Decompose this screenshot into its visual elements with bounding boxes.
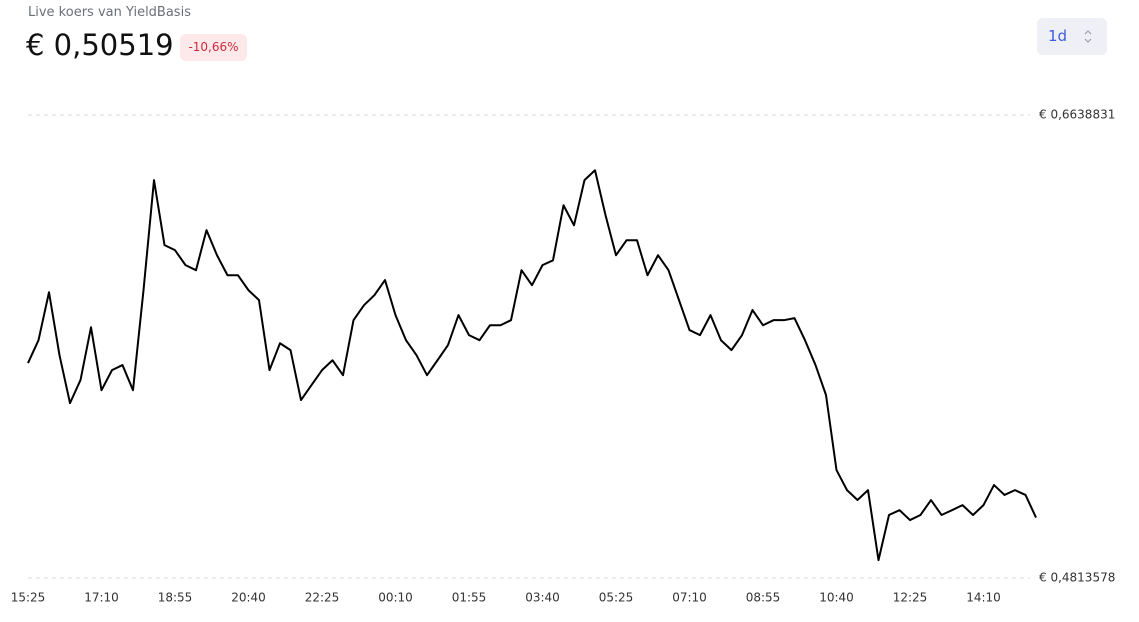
y-tick-label: € 0,4813578 <box>1039 571 1115 585</box>
asset-label: Live koers van YieldBasis <box>28 5 191 20</box>
current-price: € 0,50519 <box>26 28 174 62</box>
price-line <box>27 169 1037 562</box>
x-tick-label: 08:55 <box>746 591 781 605</box>
x-tick-label: 03:40 <box>525 591 560 605</box>
x-tick-label: 07:10 <box>672 591 707 605</box>
range-selector[interactable]: 1d <box>1037 18 1107 55</box>
change-badge: -10,66% <box>180 34 247 61</box>
x-tick-label: 20:40 <box>231 591 266 605</box>
x-tick-label: 00:10 <box>378 591 413 605</box>
x-tick-label: 10:40 <box>819 591 854 605</box>
x-tick-label: 01:55 <box>452 591 487 605</box>
x-tick-label: 12:25 <box>893 591 928 605</box>
chevron-icon <box>1084 30 1092 43</box>
x-tick-label: 17:10 <box>84 591 119 605</box>
x-tick-label: 22:25 <box>305 591 340 605</box>
x-tick-label: 05:25 <box>599 591 634 605</box>
x-tick-label: 15:25 <box>11 591 46 605</box>
y-tick-label: € 0,6638831 <box>1039 108 1115 122</box>
x-tick-label: 18:55 <box>158 591 193 605</box>
x-tick-label: 14:10 <box>966 591 1001 605</box>
range-value: 1d <box>1048 27 1068 45</box>
